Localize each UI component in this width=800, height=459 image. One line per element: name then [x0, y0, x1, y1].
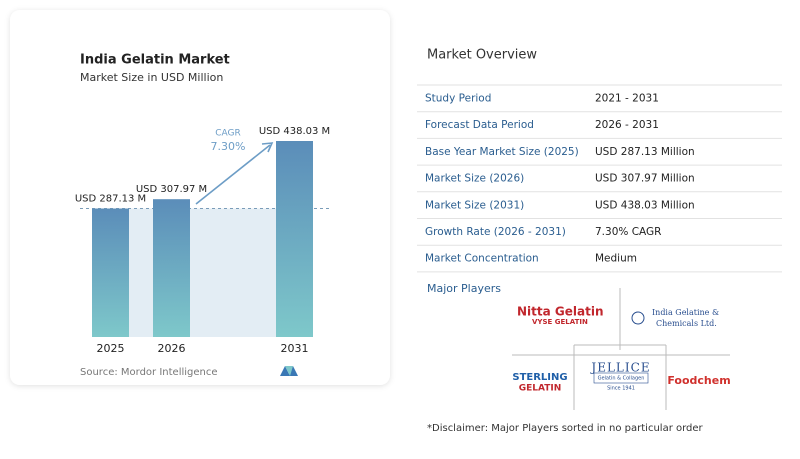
- row-label: Growth Rate (2026 - 2031): [425, 226, 566, 238]
- logo-text: Gelatin & Collagen: [598, 376, 645, 382]
- logo-text: India Gelatine &: [652, 308, 719, 317]
- row-label: Market Size (2026): [425, 173, 524, 185]
- cagr-value: 7.30%: [211, 140, 246, 153]
- overview-table: Study Period 2021 - 2031 Forecast Data Per…: [417, 84, 782, 273]
- row-value: 2026 - 2031: [595, 119, 659, 131]
- value-label: USD 438.03 M: [259, 126, 330, 137]
- x-tick-label: 2026: [158, 342, 186, 355]
- logo-grid: [512, 288, 730, 410]
- row-label: Market Concentration: [425, 253, 539, 265]
- logo-text: JELLICE: [589, 361, 650, 375]
- logo-text: Chemicals Ltd.: [656, 319, 717, 328]
- row-value: USD 287.13 Million: [595, 146, 695, 158]
- logo-text: Foodchem: [667, 374, 730, 387]
- source: Source: Mordor Intelligence: [80, 367, 218, 378]
- row-value: USD 438.03 Million: [595, 199, 695, 211]
- chart-title: India Gelatin Market: [80, 53, 230, 68]
- row-label: Market Size (2031): [425, 199, 524, 211]
- row-value: Medium: [595, 253, 637, 265]
- cagr-label: CAGR: [215, 129, 241, 139]
- logo-text: VYSE GELATIN: [532, 318, 588, 326]
- value-label: USD 287.13 M: [75, 194, 146, 205]
- cagr-arrow-head: [261, 142, 274, 153]
- row-value: 7.30% CAGR: [595, 226, 661, 238]
- logo-text: Nitta Gelatin: [517, 305, 604, 319]
- logo-text: GELATIN: [519, 384, 562, 394]
- row-label: Forecast Data Period: [425, 119, 534, 131]
- x-tick-label: 2031: [281, 342, 309, 355]
- logo-icon: [631, 311, 645, 325]
- players-title: Major Players: [427, 282, 501, 295]
- logo-text: Since 1941: [607, 386, 635, 392]
- row-value: USD 307.97 Million: [595, 173, 695, 185]
- row-label: Base Year Market Size (2025): [425, 146, 579, 158]
- overview-title: Market Overview: [427, 48, 537, 63]
- cagr-arrow: [195, 144, 271, 205]
- logo-box: [593, 372, 649, 384]
- source-logo: [280, 366, 298, 376]
- chart-subtitle: Market Size in USD Million: [80, 71, 223, 84]
- bar: [276, 141, 313, 337]
- bar: [153, 199, 190, 337]
- row-label: Study Period: [425, 93, 491, 105]
- row-value: 2021 - 2031: [595, 93, 659, 105]
- value-label: USD 307.97 M: [136, 184, 207, 195]
- disclaimer: *Disclaimer: Major Players sorted in no …: [427, 423, 704, 434]
- bar: [92, 208, 129, 337]
- x-tick-label: 2025: [97, 342, 125, 355]
- logo-text: STERLING: [512, 372, 567, 383]
